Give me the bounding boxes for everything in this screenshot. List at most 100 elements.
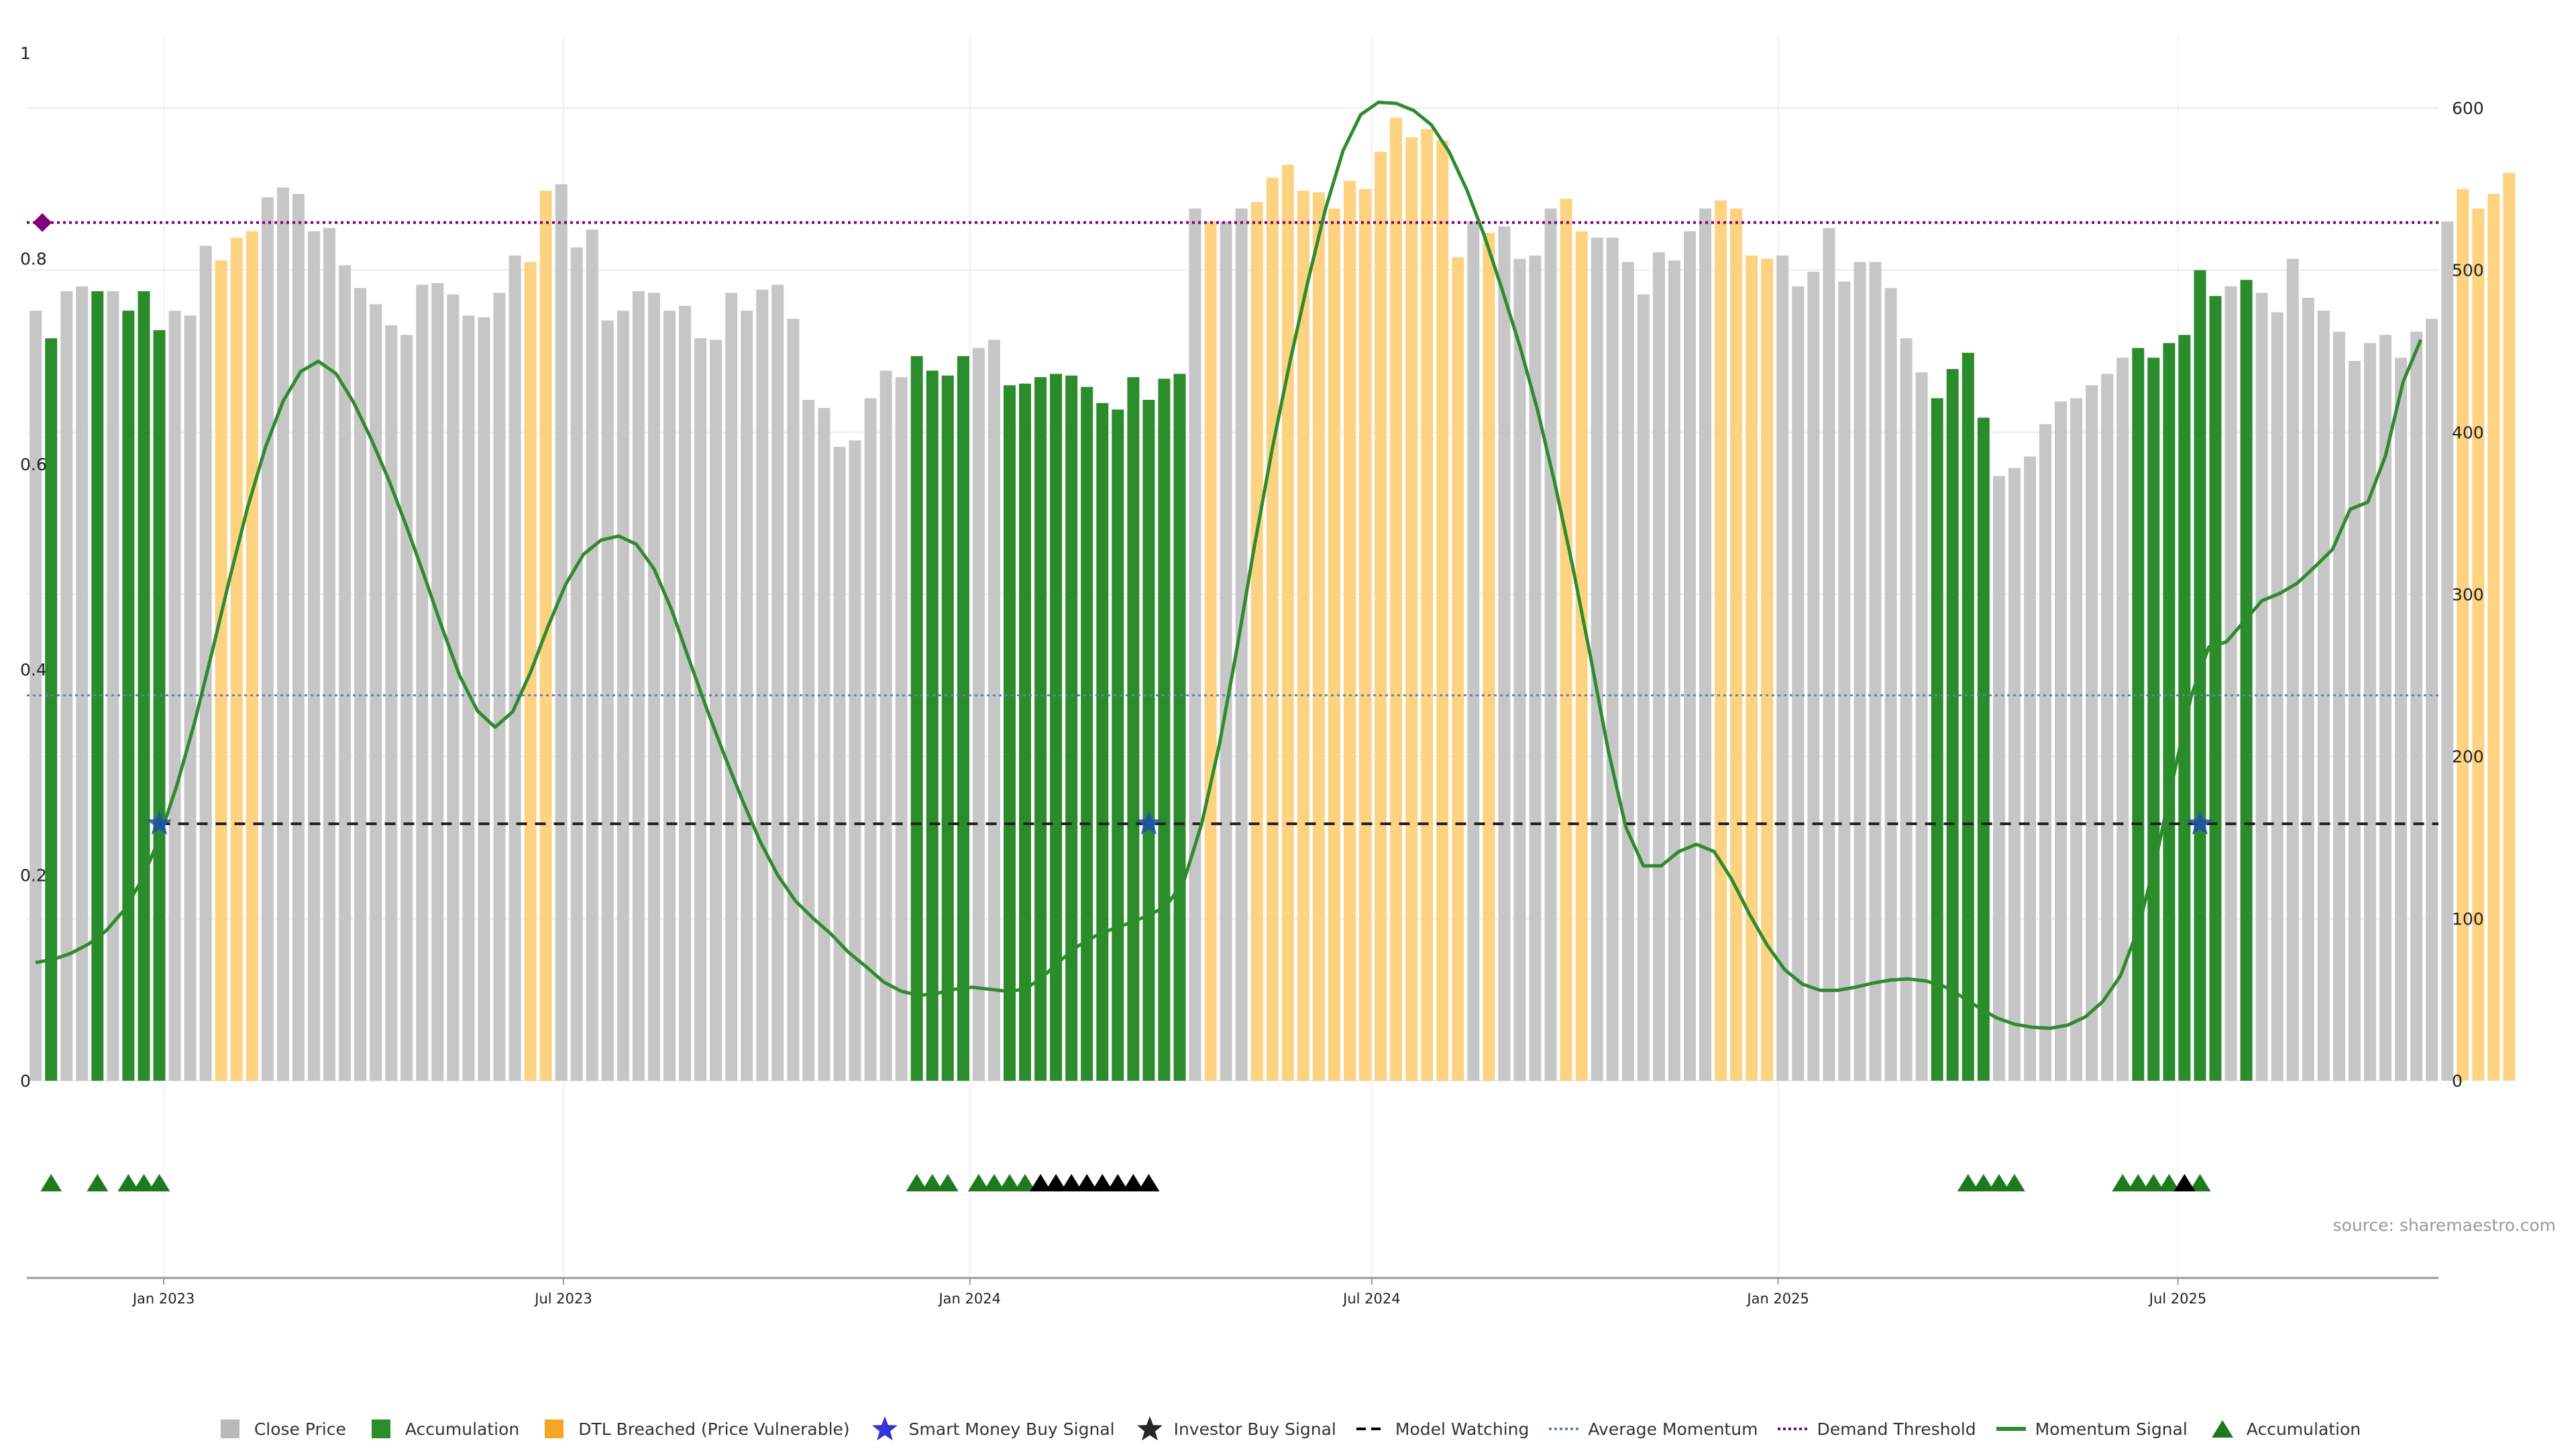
price-bar xyxy=(1375,152,1387,1081)
price-bar xyxy=(1977,417,1990,1081)
price-bar xyxy=(2395,358,2407,1081)
price-bar xyxy=(1823,227,1835,1081)
price-bar xyxy=(493,292,506,1081)
price-bar xyxy=(1421,129,1434,1081)
price-bar xyxy=(1483,233,1495,1081)
price-bar xyxy=(1142,400,1155,1081)
legend-star xyxy=(1136,1416,1163,1441)
price-bar xyxy=(1637,294,1650,1081)
price-bar xyxy=(168,311,181,1081)
price-bar xyxy=(385,325,398,1081)
x-tick-label: Jan 2023 xyxy=(131,1291,195,1307)
price-bar xyxy=(1004,385,1016,1081)
price-bar xyxy=(1854,262,1866,1081)
price-bar xyxy=(400,335,413,1081)
investor-marker xyxy=(1030,1174,1052,1191)
investor-marker xyxy=(1061,1174,1083,1191)
accumulation-marker xyxy=(1988,1174,2010,1191)
demand-threshold-marker xyxy=(33,213,52,232)
price-bar xyxy=(1189,208,1201,1081)
price-bar xyxy=(1359,189,1371,1081)
price-bar xyxy=(30,311,42,1081)
price-bar xyxy=(1312,192,1325,1081)
price-bars xyxy=(30,117,2516,1081)
accumulation-marker xyxy=(2127,1174,2149,1191)
right-tick-label: 200 xyxy=(2452,747,2484,767)
legend-label: Accumulation xyxy=(2246,1419,2361,1439)
price-bar xyxy=(2410,331,2423,1081)
legend-item: Accumulation xyxy=(2208,1415,2361,1442)
price-bar xyxy=(1498,226,1511,1081)
accumulation-marker xyxy=(2143,1174,2165,1191)
right-tick-label: 100 xyxy=(2452,909,2484,928)
price-bar xyxy=(199,246,212,1081)
price-bar xyxy=(1869,262,1882,1081)
price-bar xyxy=(710,339,722,1081)
legend-swatch xyxy=(2211,1420,2233,1438)
accumulation-marker xyxy=(1014,1174,1036,1191)
legend-label: DTL Breached (Price Vulnerable) xyxy=(578,1419,850,1439)
price-bar xyxy=(2147,358,2160,1081)
price-bar xyxy=(2472,208,2485,1081)
price-bar xyxy=(2039,424,2051,1081)
left-tick-label: 1 xyxy=(20,44,31,63)
price-bar xyxy=(1715,200,1727,1081)
accumulation-marker xyxy=(2189,1174,2211,1191)
price-bar xyxy=(771,284,784,1081)
price-bar xyxy=(2024,456,2036,1081)
price-bar xyxy=(2363,343,2376,1081)
legend-square xyxy=(220,1419,239,1438)
price-bar xyxy=(2255,292,2268,1081)
accumulation-marker xyxy=(2003,1174,2025,1191)
legend-item: Demand Threshold xyxy=(1778,1415,1976,1442)
price-bar xyxy=(1297,191,1309,1081)
price-bar xyxy=(184,315,197,1081)
price-bar xyxy=(1158,378,1171,1081)
price-bar xyxy=(1931,398,1943,1081)
accumulation-marker xyxy=(936,1174,959,1191)
investor-marker xyxy=(1107,1174,1129,1191)
price-bar xyxy=(864,398,877,1081)
price-bar xyxy=(725,292,738,1081)
legend-label: Accumulation xyxy=(405,1419,520,1439)
investor-marker xyxy=(1045,1174,1067,1191)
price-bar xyxy=(1019,383,1031,1081)
x-tick-label: Jul 2023 xyxy=(533,1291,592,1307)
accumulation-marker xyxy=(906,1174,928,1191)
legend-swatch xyxy=(1549,1428,1579,1430)
legend-label: Average Momentum xyxy=(1588,1419,1758,1439)
price-bar xyxy=(1560,199,1572,1081)
price-bar xyxy=(2503,172,2516,1081)
price-bar xyxy=(1266,177,1279,1081)
marker-strip xyxy=(40,1174,2211,1191)
price-bar xyxy=(895,377,908,1081)
price-bar xyxy=(1699,208,1711,1081)
price-bar xyxy=(1575,231,1588,1081)
accumulation-marker xyxy=(2158,1174,2180,1191)
legend-swatch xyxy=(1996,1427,2026,1431)
signal-markers xyxy=(33,213,2213,835)
price-bar xyxy=(2178,335,2191,1081)
price-bar xyxy=(1992,476,2005,1081)
x-tick-label: Jul 2024 xyxy=(1342,1291,1400,1307)
left-tick-label: 0.8 xyxy=(20,249,47,268)
price-bar xyxy=(849,440,861,1081)
price-bar xyxy=(2457,189,2469,1081)
price-bar xyxy=(648,292,660,1081)
price-bar xyxy=(107,291,119,1081)
price-bar xyxy=(1034,377,1047,1081)
price-bar xyxy=(323,227,335,1081)
price-bar xyxy=(478,317,490,1081)
investor-marker xyxy=(2174,1174,2196,1191)
legend: Close Price Accumulation DTL Breached (Pri… xyxy=(0,1415,2576,1442)
price-bar xyxy=(957,356,969,1081)
price-bar xyxy=(756,289,769,1081)
price-bar xyxy=(354,288,367,1081)
price-bar xyxy=(1065,375,1078,1081)
legend-label: Demand Threshold xyxy=(1817,1419,1976,1439)
price-bar xyxy=(76,286,89,1081)
price-bar xyxy=(2008,468,2021,1081)
price-bar xyxy=(601,320,614,1081)
price-bar xyxy=(787,319,800,1081)
price-bar xyxy=(1838,281,1851,1081)
